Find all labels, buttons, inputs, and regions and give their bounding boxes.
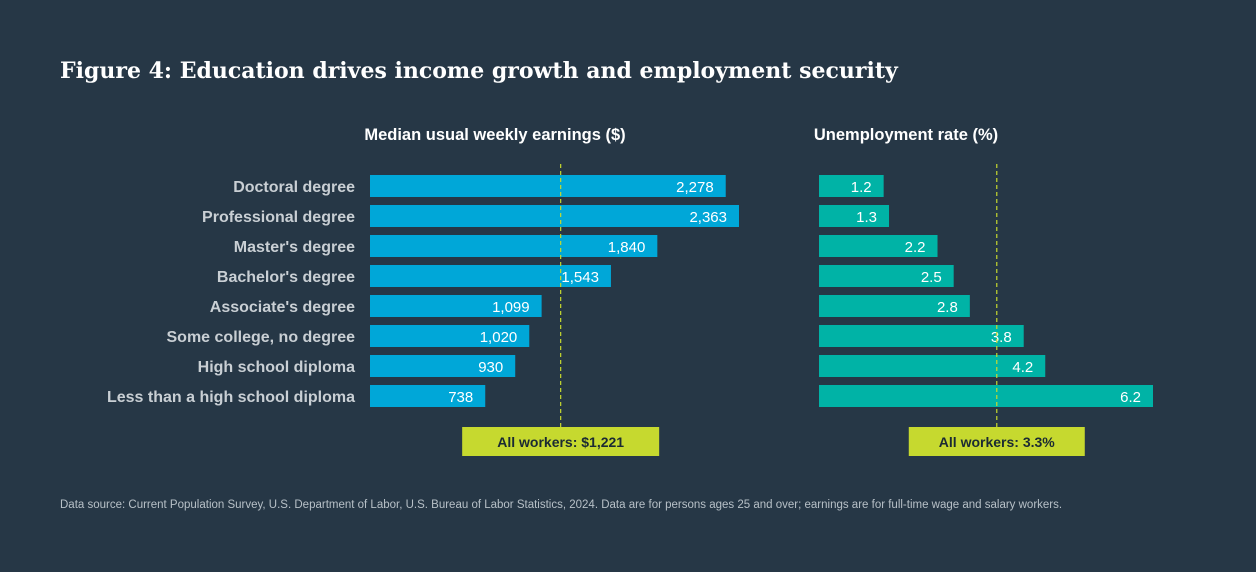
unemployment-value-label: 2.5 bbox=[921, 269, 942, 286]
earnings-bar bbox=[370, 235, 658, 257]
category-label: Associate's degree bbox=[210, 299, 355, 316]
unemployment-panel-title: Unemployment rate (%) bbox=[814, 126, 998, 144]
earnings-bar bbox=[370, 175, 726, 197]
category-label: High school diploma bbox=[198, 359, 355, 376]
unemployment-reference-label: All workers: 3.3% bbox=[939, 434, 1055, 450]
earnings-value-label: 1,543 bbox=[561, 269, 599, 286]
unemployment-value-label: 4.2 bbox=[1012, 359, 1033, 376]
category-label: Less than a high school diploma bbox=[107, 389, 355, 406]
earnings-bar bbox=[370, 325, 530, 347]
category-label: Some college, no degree bbox=[167, 329, 356, 346]
earnings-value-label: 1,099 bbox=[492, 299, 530, 316]
unemployment-value-label: 2.2 bbox=[905, 239, 926, 256]
category-label: Professional degree bbox=[202, 209, 355, 226]
unemployment-bar bbox=[819, 205, 890, 227]
data-source-footnote: Data source: Current Population Survey, … bbox=[60, 499, 1063, 511]
unemployment-value-label: 1.3 bbox=[856, 209, 877, 226]
earnings-value-label: 1,020 bbox=[480, 329, 518, 346]
unemployment-value-label: 2.8 bbox=[937, 299, 958, 316]
unemployment-bar bbox=[819, 385, 1153, 407]
earnings-bar bbox=[370, 355, 516, 377]
category-label: Doctoral degree bbox=[233, 179, 355, 196]
earnings-panel-title: Median usual weekly earnings ($) bbox=[364, 126, 625, 144]
category-label: Bachelor's degree bbox=[217, 269, 355, 286]
earnings-bar bbox=[370, 295, 542, 317]
unemployment-panel: Unemployment rate (%) 1.2 1.3 2.2 2.5 2.8 3.84… bbox=[814, 126, 1153, 456]
category-label: Master's degree bbox=[234, 239, 355, 256]
earnings-value-label: 2,363 bbox=[689, 209, 727, 226]
earnings-panel: Median usual weekly earnings ($) Doctoral… bbox=[107, 126, 739, 456]
unemployment-bar bbox=[819, 325, 1024, 347]
unemployment-value-label: 1.2 bbox=[851, 179, 872, 196]
earnings-reference-box bbox=[462, 427, 660, 456]
earnings-bar bbox=[370, 265, 611, 287]
earnings-value-label: 2,278 bbox=[676, 179, 714, 196]
unemployment-bar bbox=[819, 235, 938, 257]
unemployment-bar bbox=[819, 265, 954, 287]
figure-title: Figure 4: Education drives income growth… bbox=[60, 58, 898, 84]
earnings-reference-label: All workers: $1,221 bbox=[497, 434, 624, 450]
unemployment-bar bbox=[819, 355, 1046, 377]
unemployment-value-label: 3.8 bbox=[991, 329, 1012, 346]
unemployment-bar bbox=[819, 295, 970, 317]
earnings-value-label: 1,840 bbox=[608, 239, 646, 256]
earnings-bar bbox=[370, 385, 486, 407]
earnings-value-label: 738 bbox=[448, 389, 473, 406]
unemployment-bar bbox=[819, 175, 884, 197]
unemployment-reference-box bbox=[908, 427, 1085, 456]
earnings-value-label: 930 bbox=[478, 359, 503, 376]
earnings-bar bbox=[370, 205, 739, 227]
unemployment-value-label: 6.2 bbox=[1120, 389, 1141, 406]
